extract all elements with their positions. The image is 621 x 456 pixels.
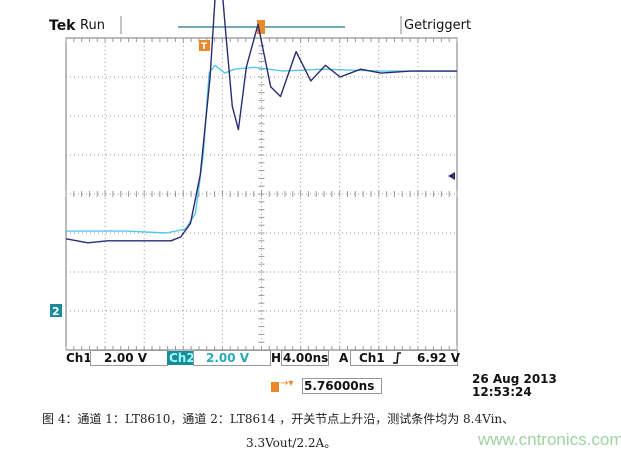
- ch2-ground-marker[interactable]: [50, 304, 62, 317]
- trigger-point-marker: [199, 40, 210, 51]
- ch1-scale[interactable]: 2.00 V: [104, 351, 148, 365]
- ch2-scale[interactable]: 2.00 V: [206, 351, 250, 365]
- ch2-marker-label: 2: [52, 305, 60, 318]
- trace-ch1: [65, 0, 457, 244]
- trigger-delay-icon: [271, 382, 279, 392]
- trigger-level-arrow-icon: [448, 172, 455, 180]
- run-state: Run: [80, 18, 105, 33]
- a-label: A: [339, 351, 349, 365]
- horizontal-position-marker[interactable]: [257, 20, 265, 34]
- caption-line-1: 图 4：通道 1：LT8610，通道 2：LT8614 ，开关节点上升沿，测试条…: [42, 412, 515, 426]
- watermark: www.cntronics.com: [478, 430, 621, 449]
- trace-ch2: [66, 64, 457, 234]
- ch2-label[interactable]: Ch2: [167, 351, 197, 365]
- time: 12:53:24: [472, 385, 532, 399]
- rising-edge-icon: [393, 352, 401, 364]
- arrow-icon: →▾: [280, 378, 294, 389]
- ch1-label: Ch1: [66, 351, 92, 365]
- horizontal-scale[interactable]: 4.00ns: [283, 351, 329, 365]
- trigger-delay[interactable]: 5.76000ns: [304, 379, 375, 393]
- trigger-status: Getriggert: [404, 18, 472, 33]
- date: 26 Aug 2013: [472, 372, 557, 386]
- trigger-level[interactable]: 6.92 V: [417, 351, 461, 365]
- scope-display: T 2: [50, 0, 458, 351]
- brand-logo: Tek: [49, 18, 76, 34]
- h-label: H: [271, 351, 282, 365]
- trigger-marker-label: T: [201, 42, 208, 52]
- trigger-source[interactable]: Ch1: [359, 351, 385, 365]
- caption-line-2: 3.3Vout/2.2A。: [246, 436, 337, 450]
